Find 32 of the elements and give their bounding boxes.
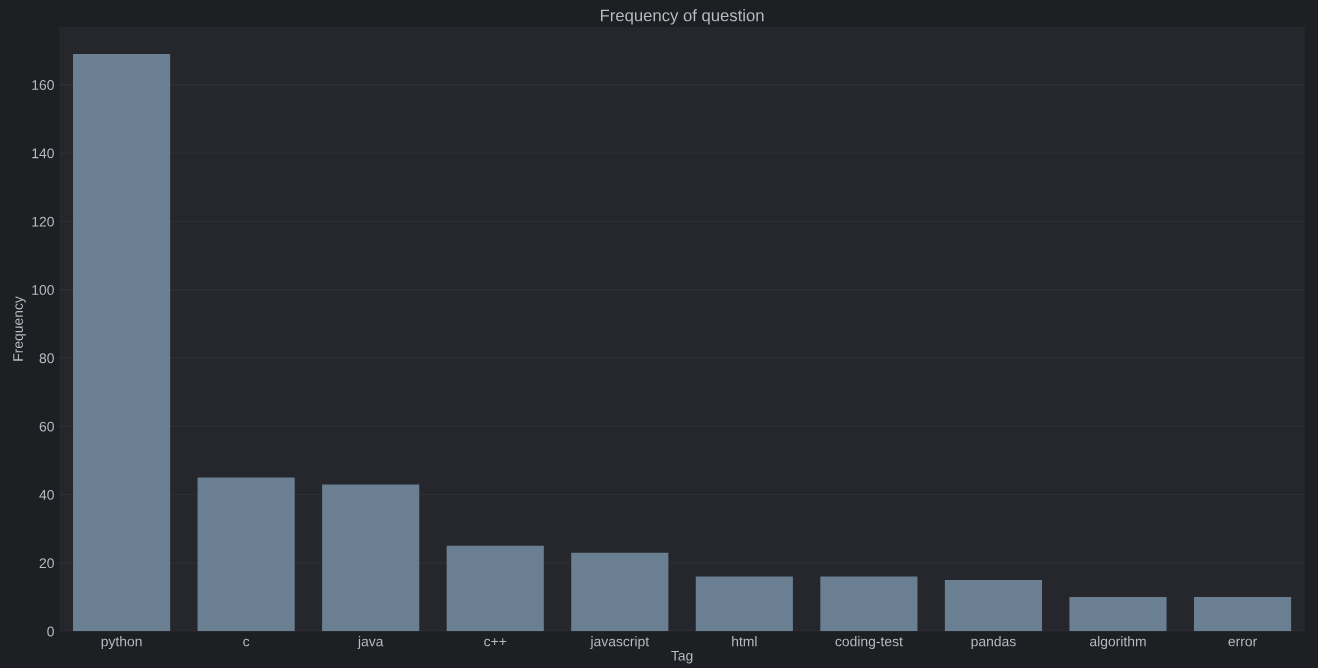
y-tick-label: 140 bbox=[32, 148, 54, 159]
x-tick-label: error bbox=[1228, 638, 1257, 647]
chart-title: Frequency of question bbox=[600, 9, 764, 25]
x-tick-label: python bbox=[101, 636, 142, 650]
bar bbox=[820, 576, 918, 632]
y-tick-label: 160 bbox=[32, 80, 54, 90]
x-tick-label: coding-test bbox=[835, 636, 903, 650]
x-tick-label: algorithm bbox=[1090, 636, 1146, 650]
x-tick-label: c++ bbox=[484, 638, 507, 647]
x-axis-title: Tag bbox=[671, 650, 693, 664]
bar bbox=[197, 477, 295, 632]
x-tick-label: pandas bbox=[971, 636, 1016, 650]
y-tick-label: 40 bbox=[39, 489, 54, 500]
bar bbox=[73, 54, 171, 632]
bar bbox=[1069, 597, 1167, 632]
y-tick-label: 80 bbox=[39, 353, 54, 364]
y-tick-label: 20 bbox=[39, 558, 54, 569]
x-tick-label: javascript bbox=[590, 636, 650, 650]
x-tick-label: java bbox=[357, 636, 384, 650]
y-tick-label: 60 bbox=[39, 421, 54, 432]
y-tick-label: 100 bbox=[32, 285, 54, 295]
bar bbox=[944, 580, 1043, 632]
y-tick-label: 0 bbox=[47, 626, 54, 637]
bar bbox=[695, 576, 793, 632]
bar bbox=[446, 545, 544, 632]
y-axis-title: Frequency bbox=[13, 296, 26, 361]
bar bbox=[322, 484, 420, 632]
x-tick-label: html bbox=[732, 636, 757, 647]
y-tick-label: 120 bbox=[32, 216, 54, 227]
x-tick-label: c bbox=[243, 638, 250, 647]
bar bbox=[1193, 597, 1292, 632]
bar bbox=[571, 552, 669, 632]
